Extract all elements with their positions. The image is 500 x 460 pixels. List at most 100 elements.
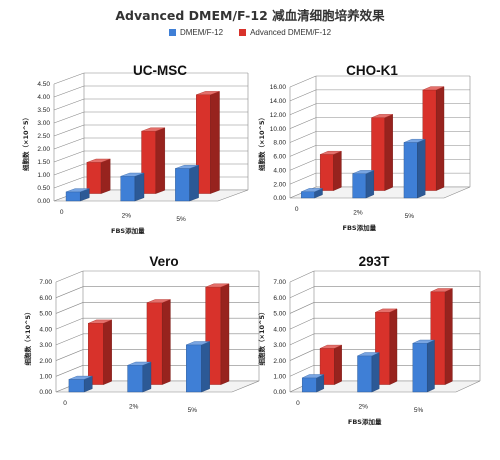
bar-advanced bbox=[88, 319, 112, 385]
bar-side-face bbox=[103, 319, 112, 385]
chart-panel-0: 0.00 0.50 1.00 1.50 2.00 2.50 3.00 3.50 4.00 4.50… bbox=[21, 63, 249, 235]
bar-top-face bbox=[141, 127, 165, 132]
y-axis-title: 细胞数（×10^5） bbox=[21, 114, 30, 171]
bar-front-face bbox=[319, 154, 334, 191]
side-gridline bbox=[289, 302, 315, 314]
legend-swatch-advanced bbox=[239, 29, 247, 36]
y-tick-label: 6.00 bbox=[39, 295, 52, 302]
bar-side-face bbox=[444, 288, 453, 385]
bar-side-face bbox=[371, 352, 380, 393]
y-tick-label: 3.00 bbox=[39, 342, 52, 349]
side-gridline bbox=[289, 349, 315, 361]
bar-front-face bbox=[357, 355, 373, 393]
bar-top-face bbox=[320, 344, 342, 349]
y-tick-label: 5.00 bbox=[39, 311, 52, 318]
x-category-label: 0 bbox=[63, 400, 67, 407]
bar-top-face bbox=[68, 375, 93, 380]
bar-side-face bbox=[155, 127, 166, 194]
y-tick-label: 14.00 bbox=[270, 98, 287, 105]
side-gridline bbox=[53, 137, 85, 150]
side-gridline bbox=[289, 103, 317, 116]
side-gridline bbox=[289, 131, 317, 143]
chart-title: 293T bbox=[359, 254, 391, 269]
y-tick-label: 7.00 bbox=[39, 279, 52, 286]
bar-front-face bbox=[68, 379, 85, 393]
y-tick-label: 4.00 bbox=[39, 326, 52, 333]
y-axis-title: 细胞数（×10^5） bbox=[257, 114, 266, 171]
bar-front-face bbox=[186, 344, 202, 393]
y-tick-label: 4.00 bbox=[273, 167, 286, 174]
side-gridline bbox=[53, 72, 85, 85]
side-gridline bbox=[289, 158, 317, 171]
bar-side-face bbox=[100, 158, 111, 194]
bar-side-face bbox=[142, 361, 152, 393]
chart-panel-3: 0.00 1.00 2.00 3.00 4.00 5.00 6.00 7.00 0 2% 5% 293… bbox=[257, 254, 481, 426]
bar-top-face bbox=[65, 188, 90, 193]
y-tick-label: 16.00 bbox=[270, 84, 287, 91]
y-tick-label: 6.00 bbox=[273, 154, 286, 161]
bar-advanced bbox=[86, 158, 111, 194]
side-gridline bbox=[289, 117, 317, 129]
legend-label-advanced: Advanced DMEM/F-12 bbox=[250, 28, 332, 37]
bar-dmem bbox=[68, 375, 93, 393]
y-tick-label: 4.00 bbox=[273, 326, 286, 333]
x-category-label: 5% bbox=[405, 213, 415, 220]
bar-front-face bbox=[301, 377, 317, 393]
bar-top-face bbox=[371, 114, 393, 118]
bar-side-face bbox=[417, 138, 426, 199]
bar-side-face bbox=[161, 299, 171, 385]
y-tick-label: 2.00 bbox=[39, 358, 52, 365]
x-category-label: 5% bbox=[176, 216, 186, 223]
y-tick-label: 1.00 bbox=[273, 373, 286, 380]
bar-top-face bbox=[357, 352, 380, 357]
side-gridline bbox=[55, 365, 84, 377]
side-gridline bbox=[289, 333, 315, 346]
bar-side-face bbox=[436, 86, 445, 191]
y-tick-label: 10.00 bbox=[270, 126, 287, 133]
side-gridline bbox=[289, 145, 317, 157]
side-gridline bbox=[289, 172, 317, 185]
chart-title: CHO-K1 bbox=[346, 63, 398, 78]
side-gridline bbox=[55, 286, 84, 298]
x-category-label: 2% bbox=[129, 404, 139, 411]
bar-top-face bbox=[205, 283, 230, 288]
y-tick-label: 7.00 bbox=[273, 279, 286, 286]
bar-top-face bbox=[146, 299, 171, 303]
side-gridline bbox=[55, 333, 84, 346]
y-axis-title: 细胞数（×10^5） bbox=[23, 309, 32, 366]
bar-advanced bbox=[319, 150, 342, 191]
bar-side-face bbox=[220, 283, 230, 385]
x-category-label: 2% bbox=[359, 404, 369, 411]
bar-top-face bbox=[320, 150, 342, 155]
bar-advanced bbox=[141, 127, 166, 194]
y-tick-label: 3.00 bbox=[37, 120, 50, 127]
y-tick-label: 4.00 bbox=[37, 94, 50, 101]
bar-top-face bbox=[403, 138, 426, 143]
side-gridline bbox=[53, 85, 85, 98]
bar-front-face bbox=[65, 191, 81, 202]
side-gridline bbox=[55, 317, 84, 330]
side-gridline bbox=[53, 111, 85, 124]
x-category-label: 5% bbox=[414, 407, 424, 414]
y-tick-label: 0.00 bbox=[39, 389, 52, 396]
legend: DMEM/F-12 Advanced DMEM/F-12 bbox=[0, 28, 500, 37]
bar-dmem bbox=[120, 172, 145, 202]
x-axis-title: FBS添加量 bbox=[111, 226, 145, 235]
bar-dmem bbox=[357, 352, 380, 393]
y-tick-label: 8.00 bbox=[273, 140, 286, 147]
y-tick-label: 0.00 bbox=[37, 198, 50, 205]
bar-dmem bbox=[352, 170, 374, 199]
chart-main-title: Advanced DMEM/F-12 减血清细胞培养效果 bbox=[115, 8, 385, 23]
y-tick-label: 0.50 bbox=[37, 185, 50, 192]
bar-side-face bbox=[134, 172, 145, 202]
bar-dmem bbox=[403, 138, 426, 199]
bar-top-face bbox=[430, 288, 453, 292]
side-gridline bbox=[53, 163, 85, 176]
side-gridline bbox=[289, 286, 315, 298]
chart-title: Vero bbox=[149, 254, 178, 269]
bar-dmem bbox=[301, 374, 324, 393]
y-tick-label: 2.00 bbox=[273, 181, 286, 188]
y-tick-label: 0.00 bbox=[273, 389, 286, 396]
bar-front-face bbox=[412, 343, 428, 393]
y-tick-label: 0.00 bbox=[273, 195, 286, 202]
